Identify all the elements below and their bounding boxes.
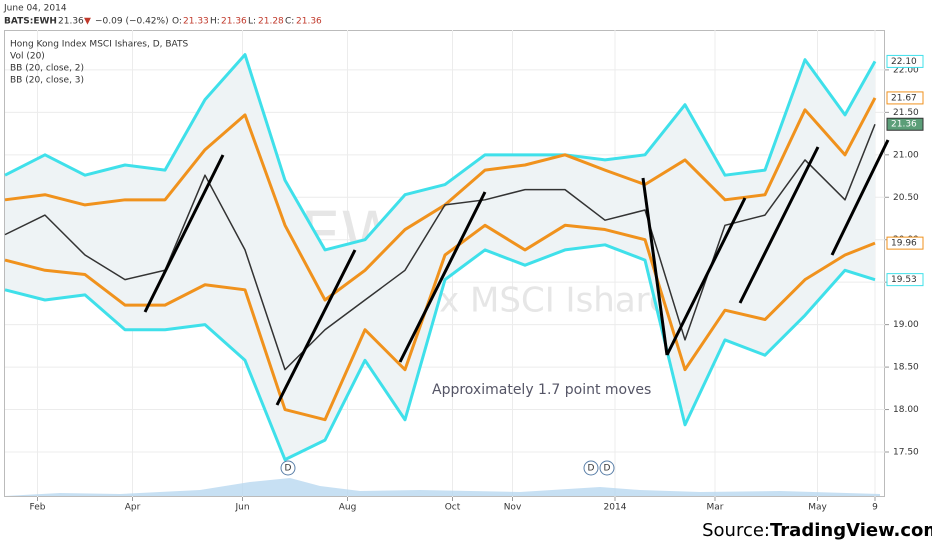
price-tag <box>886 91 924 105</box>
source-prefix: Source: <box>702 520 770 541</box>
dividend-label: D <box>588 464 595 474</box>
x-tick-label: Apr <box>125 503 141 513</box>
price-tag-label: 22.10 <box>891 57 917 67</box>
legend-line: BB (20, close, 2) <box>10 64 84 74</box>
price-tag <box>886 236 924 250</box>
price-tag-label: 21.36 <box>891 120 917 130</box>
series-line <box>4 53 877 252</box>
volume-area <box>5 478 880 496</box>
l-label: L: <box>248 17 256 27</box>
price-tag-label: 19.53 <box>891 275 917 285</box>
symbol: BATS:EWH <box>4 17 57 27</box>
trend-line <box>665 197 747 356</box>
dividend-marker: D <box>280 460 296 476</box>
x-tick-label: Feb <box>30 503 46 513</box>
o-label: O: <box>172 17 182 27</box>
c-label: C: <box>285 17 294 27</box>
x-tick-label: Mar <box>707 503 724 513</box>
legend-line: Vol (20) <box>10 52 45 62</box>
x-tick-label: 9 <box>872 503 878 513</box>
dividend-marker: D <box>583 460 599 476</box>
o-value: 21.33 <box>183 17 209 27</box>
y-tick-label: 20.50 <box>893 193 919 203</box>
annotation: Approximately 1.7 point moves <box>432 382 651 398</box>
y-tick-label: 18.00 <box>893 405 919 415</box>
x-tick-label: Nov <box>504 503 522 513</box>
price-tag-label: 19.96 <box>891 239 917 249</box>
y-tick-label: 22.00 <box>893 65 919 75</box>
series-line <box>4 123 876 371</box>
y-tick-label: 21.00 <box>893 150 919 160</box>
trend-line <box>641 177 669 356</box>
x-tick-label: Jun <box>234 503 249 513</box>
legend-line: BB (20, close, 3) <box>10 76 84 86</box>
price-tag-label: 21.67 <box>891 93 917 103</box>
y-tick-label: 19.00 <box>893 320 919 330</box>
trend-line <box>275 249 357 406</box>
y-tick-label: 17.50 <box>893 447 919 457</box>
price-tag <box>886 54 924 68</box>
x-tick-label: Aug <box>339 503 357 513</box>
plot-frame <box>4 30 885 497</box>
trend-line <box>738 146 820 304</box>
date: June 04, 2014 <box>3 4 67 14</box>
trend-line <box>830 139 890 256</box>
price-tag <box>886 273 924 287</box>
dividend-label: D <box>285 464 292 474</box>
trend-line <box>398 191 487 363</box>
x-tick-label: Oct <box>445 503 461 513</box>
h-value: 21.36 <box>221 17 247 27</box>
arrow: ▼ <box>84 17 91 27</box>
dividend-label: D <box>604 464 611 474</box>
source-site: TradingView.com <box>770 520 932 541</box>
price-tag <box>886 117 924 131</box>
dividend-marker: D <box>599 460 615 476</box>
x-tick-label: May <box>808 503 827 513</box>
l-value: 21.28 <box>258 17 284 27</box>
series-line <box>4 223 876 422</box>
h-label: H: <box>210 17 220 27</box>
series-line <box>4 243 876 462</box>
trend-line <box>143 154 225 313</box>
x-tick-label: 2014 <box>604 503 627 513</box>
y-tick-label: 18.50 <box>893 363 919 373</box>
legend-line: Hong Kong Index MSCI Ishares, D, BATS <box>10 40 188 50</box>
c-value: 21.36 <box>296 17 322 27</box>
price: 21.36 <box>58 17 84 27</box>
change: −0.09 (−0.42%) <box>95 17 169 27</box>
y-tick-label: 21.50 <box>893 108 919 118</box>
